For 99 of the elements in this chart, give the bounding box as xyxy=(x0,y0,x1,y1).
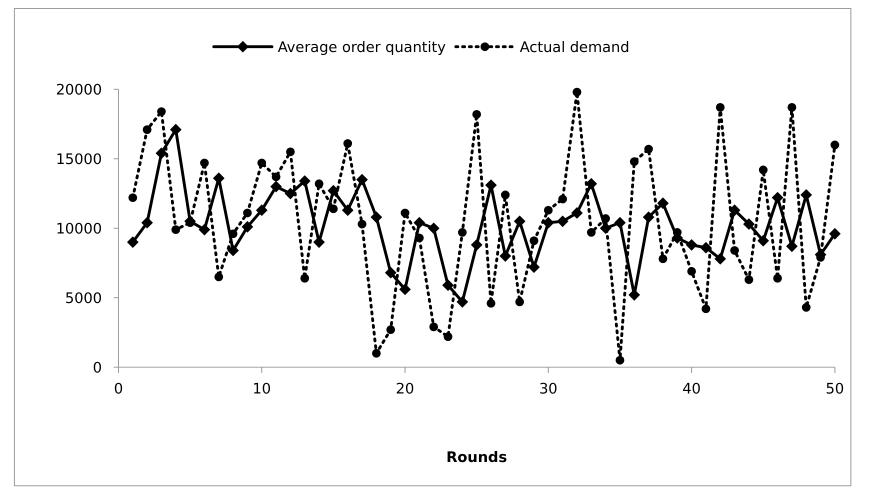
point xyxy=(356,174,368,186)
point xyxy=(141,216,153,228)
point xyxy=(730,246,739,255)
point xyxy=(456,296,468,308)
point xyxy=(530,236,538,246)
x-tick-label: 20 xyxy=(396,381,414,398)
point xyxy=(515,298,524,306)
legend-label: Actual demand xyxy=(520,40,630,56)
point xyxy=(298,175,311,187)
point xyxy=(428,222,440,234)
x-axis-title: Rounds xyxy=(446,450,508,466)
point xyxy=(687,266,696,276)
point xyxy=(272,172,280,182)
point xyxy=(257,158,266,168)
point xyxy=(558,194,568,204)
point xyxy=(630,157,639,166)
point xyxy=(384,266,397,279)
point xyxy=(372,348,381,358)
x-tick-label: 50 xyxy=(826,381,844,398)
point xyxy=(772,192,784,204)
point xyxy=(556,215,568,228)
point xyxy=(328,184,340,197)
point xyxy=(472,110,482,119)
x-tick-label: 30 xyxy=(539,381,558,398)
point xyxy=(329,204,338,214)
point xyxy=(757,234,770,247)
point xyxy=(286,147,295,156)
point xyxy=(128,193,138,202)
y-tick-label: 10000 xyxy=(56,221,102,238)
point xyxy=(243,208,252,218)
point xyxy=(716,103,725,112)
point xyxy=(256,204,268,216)
point xyxy=(200,158,209,168)
point xyxy=(702,304,710,314)
point xyxy=(500,250,512,262)
point xyxy=(514,215,526,228)
point xyxy=(486,298,496,308)
point xyxy=(714,253,726,265)
point xyxy=(686,239,698,251)
y-tick-label: 5000 xyxy=(65,290,102,307)
point xyxy=(400,208,410,218)
point xyxy=(614,216,626,228)
point xyxy=(442,279,454,292)
point xyxy=(156,147,168,160)
point xyxy=(214,272,224,282)
point xyxy=(700,242,712,254)
point xyxy=(386,325,396,334)
point xyxy=(744,275,754,284)
point xyxy=(399,284,411,296)
point xyxy=(642,211,654,223)
x-tick-label: 0 xyxy=(114,381,124,398)
point xyxy=(773,274,782,283)
point xyxy=(758,166,768,174)
point xyxy=(242,221,254,233)
point xyxy=(542,216,554,228)
point xyxy=(343,139,352,148)
point xyxy=(829,228,841,240)
point xyxy=(586,228,596,237)
point xyxy=(658,254,668,264)
point xyxy=(184,215,196,228)
point xyxy=(342,204,354,216)
point xyxy=(458,228,467,237)
x-tick-label: 10 xyxy=(252,381,271,398)
legend-label: Average order quantity xyxy=(278,40,446,56)
point xyxy=(370,211,382,223)
point xyxy=(544,206,553,215)
point xyxy=(126,236,139,248)
point xyxy=(500,190,510,200)
point xyxy=(644,144,653,154)
point xyxy=(227,244,239,256)
x-tick-label: 40 xyxy=(682,381,701,398)
point xyxy=(786,240,798,252)
point xyxy=(470,239,482,251)
point xyxy=(157,107,166,116)
point xyxy=(444,332,452,341)
point xyxy=(743,218,755,230)
point xyxy=(171,225,180,234)
point xyxy=(728,204,740,216)
y-tick-label: 0 xyxy=(92,360,102,376)
point xyxy=(358,220,366,228)
point xyxy=(788,103,796,112)
point xyxy=(314,179,324,188)
y-tick-label: 15000 xyxy=(56,152,102,168)
point xyxy=(616,356,624,365)
point xyxy=(414,216,426,228)
point xyxy=(270,180,282,192)
point xyxy=(170,124,182,136)
y-tick-label: 20000 xyxy=(56,82,102,98)
point xyxy=(571,207,583,219)
point xyxy=(830,140,840,150)
point xyxy=(657,197,669,210)
point xyxy=(800,189,812,201)
point xyxy=(142,125,152,134)
point xyxy=(572,88,582,96)
point xyxy=(802,303,811,312)
point xyxy=(198,224,210,236)
point xyxy=(429,322,438,332)
point xyxy=(528,261,540,273)
point xyxy=(300,274,310,283)
